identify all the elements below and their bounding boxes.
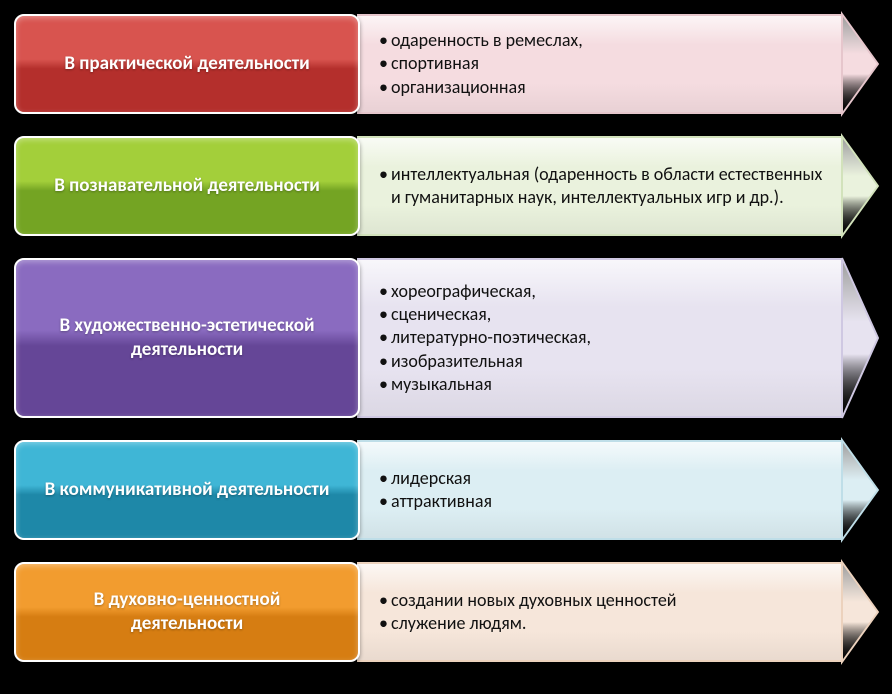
- category-label: В познавательной деятельности: [14, 136, 360, 236]
- arrow-practical: •одаренность в ремеслах,•спортивная•орга…: [357, 14, 878, 114]
- list-item: •одаренность в ремеслах,: [379, 29, 832, 52]
- list-item-text: интеллектуальная (одаренность в области …: [391, 163, 832, 210]
- category-label: В художественно-эстетической деятельност…: [14, 258, 360, 418]
- list-item-text: изобразительная: [391, 350, 523, 373]
- arrow-spiritual: •создании новых духовных ценностей•служе…: [357, 562, 878, 662]
- list-item: •литературно-поэтическая,: [379, 326, 832, 349]
- bullet-icon: •: [379, 163, 391, 210]
- list-item-text: организационная: [391, 76, 526, 99]
- list-item-text: одаренность в ремеслах,: [391, 29, 583, 52]
- list-item-text: служение людям.: [391, 612, 526, 635]
- arrow-communicative: • лидерская• аттрактивная: [357, 440, 878, 540]
- bullet-icon: •: [379, 612, 391, 635]
- list-item-text: спортивная: [391, 52, 479, 75]
- list-item: •изобразительная: [379, 350, 832, 373]
- arrow-head-icon: [842, 258, 878, 418]
- list-item: •музыкальная: [379, 373, 832, 396]
- bullet-icon: •: [379, 467, 391, 490]
- row-artistic: В художественно-эстетической деятельност…: [14, 258, 878, 418]
- arrow-body: •интеллектуальная (одаренность в области…: [357, 136, 842, 236]
- list-item-text: сценическая,: [391, 303, 491, 326]
- arrow-head-icon: [842, 440, 878, 540]
- list-item-text: создании новых духовных ценностей: [391, 589, 677, 612]
- list-item-text: аттрактивная: [391, 490, 492, 513]
- bullet-icon: •: [379, 280, 391, 303]
- list-item: •интеллектуальная (одаренность в области…: [379, 163, 832, 210]
- category-label: В духовно-ценностной деятельности: [14, 562, 360, 662]
- arrow-head-icon: [842, 562, 878, 662]
- bullet-icon: •: [379, 589, 391, 612]
- bullet-icon: •: [379, 52, 391, 75]
- list-item-text: музыкальная: [391, 373, 492, 396]
- bullet-icon: •: [379, 490, 391, 513]
- category-label: В практической деятельности: [14, 14, 360, 114]
- arrow-head-icon: [842, 136, 878, 236]
- list-item: •служение людям.: [379, 612, 832, 635]
- arrow-cognitive: •интеллектуальная (одаренность в области…: [357, 136, 878, 236]
- list-item-text: хореографическая,: [391, 280, 536, 303]
- arrow-body: • лидерская• аттрактивная: [357, 440, 842, 540]
- list-item: •сценическая,: [379, 303, 832, 326]
- bullet-icon: •: [379, 29, 391, 52]
- list-item: • аттрактивная: [379, 490, 832, 513]
- bullet-icon: •: [379, 350, 391, 373]
- row-cognitive: В познавательной деятельности •интеллекту…: [14, 136, 878, 236]
- list-item-text: литературно-поэтическая,: [391, 326, 591, 349]
- row-communicative: В коммуникативной деятельности• лидерска…: [14, 440, 878, 540]
- arrow-body: •создании новых духовных ценностей•служе…: [357, 562, 842, 662]
- list-item: •организационная: [379, 76, 832, 99]
- category-label: В коммуникативной деятельности: [14, 440, 360, 540]
- row-spiritual: В духовно-ценностной деятельности•создан…: [14, 562, 878, 662]
- list-item-text: лидерская: [391, 467, 471, 490]
- arrow-body: •одаренность в ремеслах,•спортивная•орга…: [357, 14, 842, 114]
- list-item: • лидерская: [379, 467, 832, 490]
- arrow-body: •хореографическая,•сценическая,•литерату…: [357, 258, 842, 418]
- list-item: •хореографическая,: [379, 280, 832, 303]
- arrow-head-icon: [842, 14, 878, 114]
- list-item: •создании новых духовных ценностей: [379, 589, 832, 612]
- row-practical: В практической деятельности•одаренность …: [14, 14, 878, 114]
- bullet-icon: •: [379, 326, 391, 349]
- list-item: •спортивная: [379, 52, 832, 75]
- bullet-icon: •: [379, 76, 391, 99]
- bullet-icon: •: [379, 373, 391, 396]
- arrow-artistic: •хореографическая,•сценическая,•литерату…: [357, 258, 878, 418]
- bullet-icon: •: [379, 303, 391, 326]
